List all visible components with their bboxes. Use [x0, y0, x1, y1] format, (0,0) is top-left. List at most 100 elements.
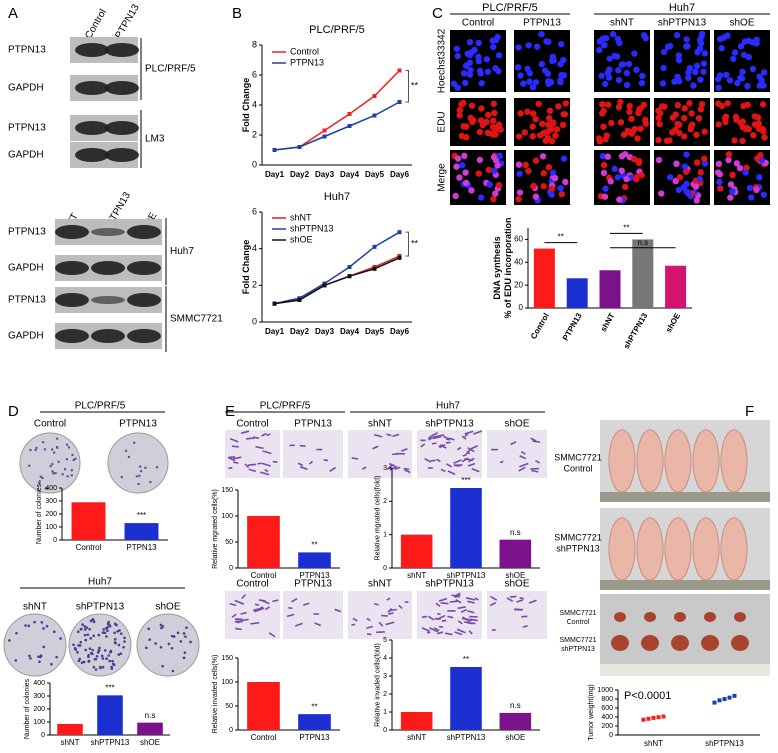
colony [144, 467, 146, 469]
micrograph [225, 591, 280, 639]
cell [288, 608, 292, 609]
nucleus [674, 32, 680, 38]
colony [160, 627, 163, 630]
nucleus [715, 84, 721, 90]
y-tick-label: 400 [33, 680, 45, 687]
band [105, 121, 139, 135]
cell [233, 462, 238, 463]
nucleus [530, 110, 536, 116]
tumor [701, 635, 719, 651]
colony [76, 651, 79, 654]
tumor [734, 612, 746, 622]
nucleus [469, 102, 475, 108]
column-label: shNT [610, 18, 634, 29]
nucleus [470, 117, 476, 123]
y-tick-label: 0 [41, 732, 45, 739]
nucleus [750, 66, 756, 72]
nucleus [619, 153, 625, 159]
nucleus [552, 175, 558, 181]
series-line [275, 256, 400, 304]
nucleus [622, 184, 628, 190]
group-label: PLC/PRF/5 [482, 2, 538, 14]
nucleus [743, 124, 749, 130]
point [373, 114, 377, 118]
bar [450, 667, 482, 730]
column-label: PTPN13 [294, 579, 332, 590]
nucleus [602, 81, 608, 87]
nucleus [742, 169, 748, 175]
nucleus [546, 164, 552, 170]
column-label: shOE [504, 579, 529, 590]
cell [441, 603, 449, 604]
bar [125, 523, 159, 540]
y-axis-label: Relative mgrated cells(fold) [375, 476, 382, 561]
y-tick-label: 1000 [597, 687, 613, 694]
point [323, 283, 327, 287]
nucleus [460, 123, 466, 129]
nucleus [615, 36, 621, 42]
nucleus [603, 35, 609, 41]
nucleus [737, 165, 743, 171]
bar [401, 535, 433, 568]
nucleus [477, 157, 483, 163]
nucleus [455, 85, 461, 91]
point [348, 124, 352, 128]
nucleus [562, 111, 568, 117]
cell [437, 614, 440, 615]
nucleus [598, 73, 604, 79]
colony [156, 466, 158, 468]
nucleus [477, 129, 483, 135]
nucleus [667, 43, 673, 49]
colony [121, 476, 123, 478]
colony [104, 649, 107, 652]
nucleus [737, 74, 743, 80]
nucleus [530, 183, 536, 189]
nucleus [733, 114, 739, 120]
nucleus [487, 130, 493, 136]
nucleus [746, 38, 752, 44]
nucleus [606, 74, 612, 80]
nucleus [702, 128, 708, 134]
bar [247, 682, 280, 730]
colony [140, 470, 142, 472]
x-tick-label: Day2 [290, 327, 310, 336]
bar [450, 488, 482, 568]
photo-label: shPTPN13 [556, 543, 600, 553]
colony [66, 444, 68, 446]
colony [133, 442, 135, 444]
nucleus [612, 53, 618, 59]
panel-letter: B [232, 5, 242, 22]
nucleus [539, 121, 545, 127]
colony [8, 639, 11, 642]
nucleus [688, 126, 694, 132]
nucleus [700, 69, 706, 75]
chart-title: PLC/PRF/5 [309, 24, 365, 36]
nucleus [724, 100, 730, 106]
nucleus [540, 153, 546, 159]
photo-label: Control [567, 619, 590, 626]
colony [113, 631, 116, 634]
colony [28, 465, 30, 467]
nucleus [530, 133, 536, 139]
y-tick-label: 20 [514, 280, 523, 289]
nucleus [515, 196, 521, 202]
x-tick-label: Control [76, 543, 102, 552]
y-tick-label: 50 [225, 539, 233, 546]
band-label: PTPN13 [8, 45, 46, 56]
x-tick-label: PTPN13 [126, 543, 157, 552]
nucleus [716, 179, 722, 185]
significance: ** [411, 81, 419, 91]
nucleus [639, 80, 645, 86]
panel-letter: D [8, 403, 19, 420]
nucleus [725, 157, 731, 163]
nucleus [493, 37, 499, 43]
micrograph [487, 591, 547, 639]
micrograph [487, 430, 547, 478]
cell [422, 616, 427, 617]
y-tick-label: 600 [601, 705, 613, 712]
y-tick-label: 6 [252, 206, 257, 216]
bar [57, 724, 83, 735]
y-tick-label: 100 [33, 719, 45, 726]
group-label: Huh7 [669, 2, 695, 14]
colony [66, 458, 68, 460]
